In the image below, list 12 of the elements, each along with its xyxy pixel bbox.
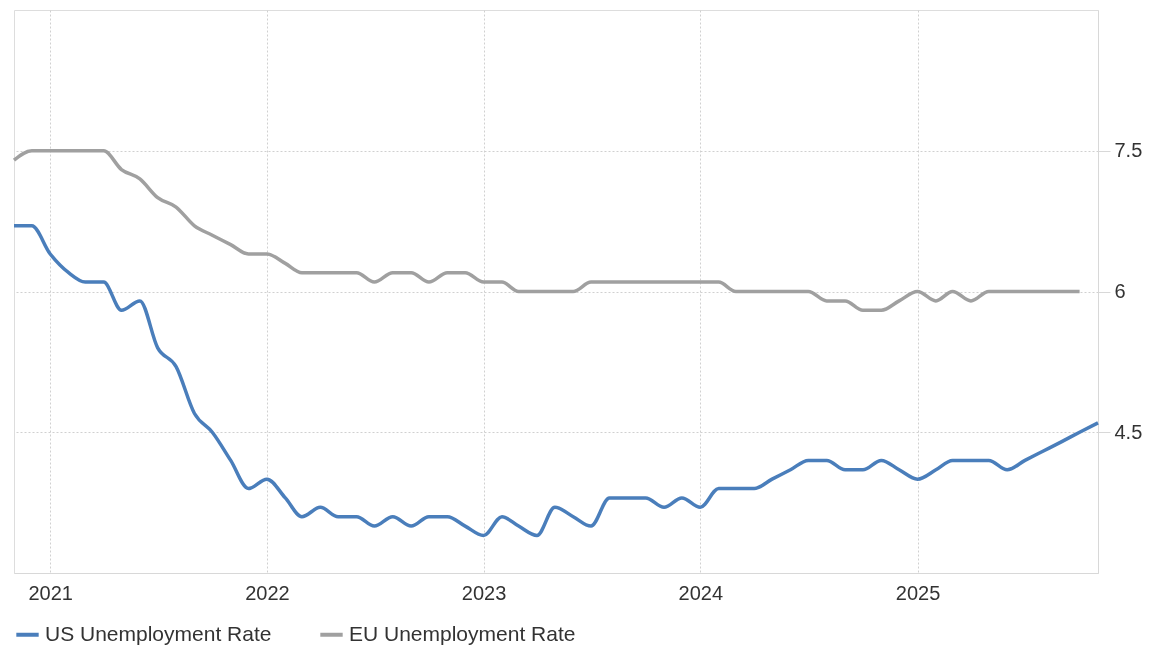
y-tick-label: 6 bbox=[1114, 280, 1126, 302]
y-tick-label: 7.5 bbox=[1114, 139, 1143, 162]
x-tick-label: 2024 bbox=[678, 581, 724, 604]
x-tick-label: 2023 bbox=[461, 581, 507, 604]
legend-label: US Unemployment Rate bbox=[45, 621, 272, 645]
line-series bbox=[12, 224, 1100, 538]
x-tick-label: 2022 bbox=[245, 581, 290, 604]
x-tick-label: 2021 bbox=[28, 581, 73, 604]
x-tick-label: 2025 bbox=[895, 581, 941, 604]
line-series bbox=[12, 149, 1082, 313]
legend-label: EU Unemployment Rate bbox=[349, 621, 576, 645]
y-tick-label: 4.5 bbox=[1114, 420, 1143, 443]
